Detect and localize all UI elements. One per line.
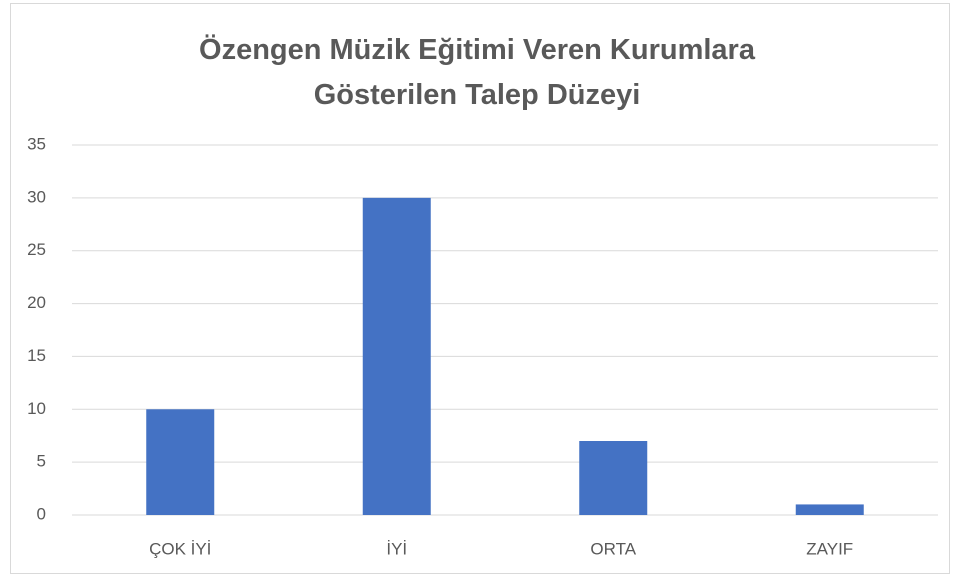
x-tick-label: ORTA bbox=[590, 539, 636, 558]
y-tick-label: 5 bbox=[37, 452, 46, 471]
bar bbox=[146, 409, 215, 515]
y-tick-label: 0 bbox=[37, 504, 46, 523]
y-tick-label: 20 bbox=[27, 293, 46, 312]
y-tick-label: 15 bbox=[27, 346, 46, 365]
bar bbox=[795, 504, 864, 515]
x-tick-label: İYİ bbox=[386, 539, 407, 558]
y-tick-label: 35 bbox=[27, 134, 46, 153]
x-tick-label: ÇOK İYİ bbox=[149, 539, 211, 558]
y-tick-label: 25 bbox=[27, 240, 46, 259]
bar bbox=[579, 441, 648, 515]
bar bbox=[362, 197, 431, 515]
y-tick-label: 10 bbox=[27, 399, 46, 418]
chart-frame bbox=[10, 3, 950, 574]
x-tick-label: ZAYIF bbox=[806, 539, 853, 558]
chart-title: Özengen Müzik Eğitimi Veren Kurumlara Gö… bbox=[199, 34, 755, 111]
y-tick-label: 30 bbox=[27, 187, 46, 206]
